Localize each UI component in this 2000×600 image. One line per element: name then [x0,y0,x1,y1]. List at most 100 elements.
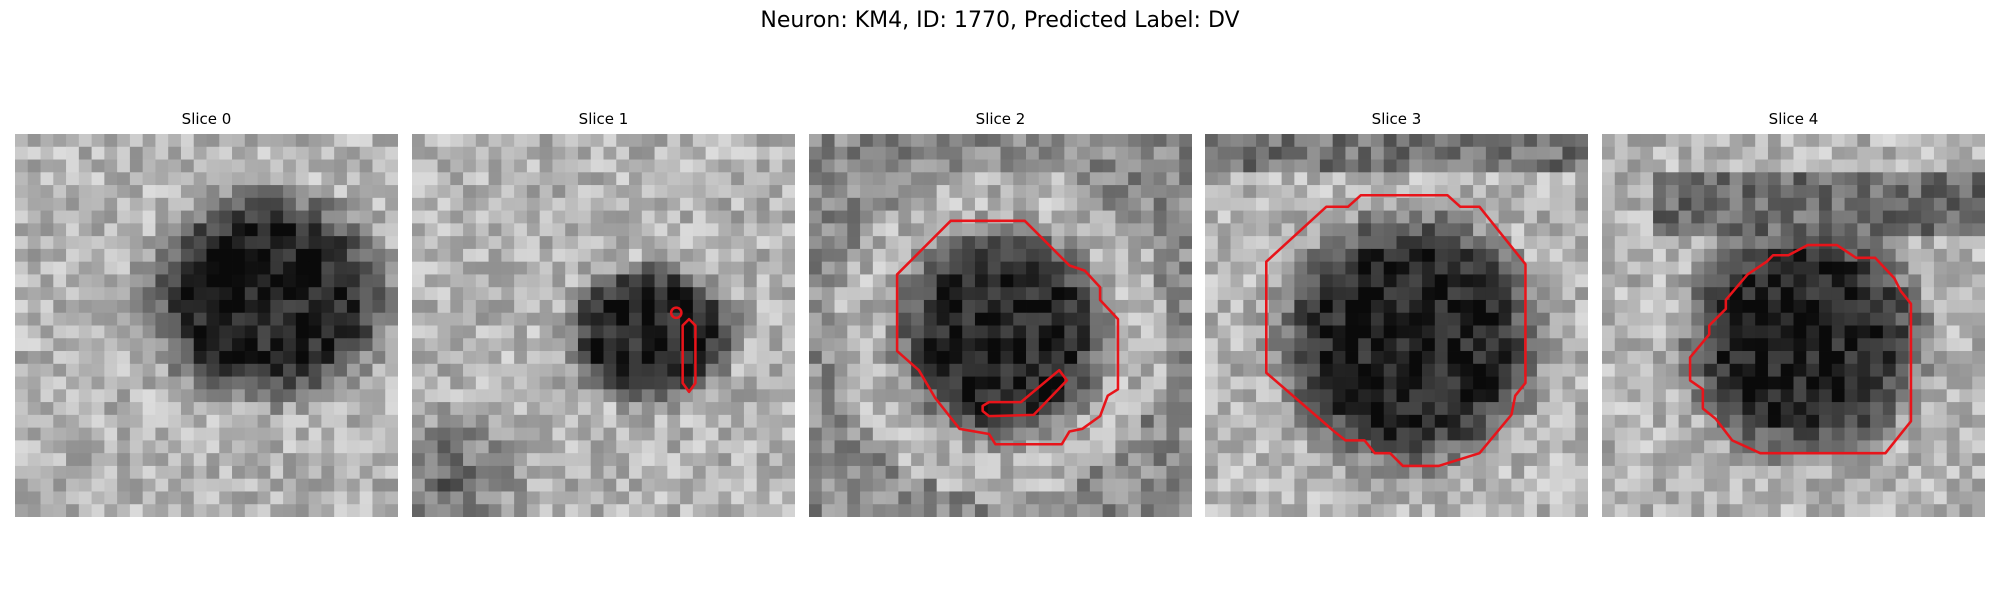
pixel [834,312,848,326]
pixel [1102,197,1116,211]
pixel [782,491,795,505]
pixel [168,389,182,403]
pixel [974,351,989,365]
pixel [1140,197,1155,211]
pixel [616,325,630,339]
pixel [1153,465,1167,480]
pixel [680,274,694,288]
pixel [1230,453,1244,467]
pixel [219,504,233,517]
pixel [885,248,899,263]
pixel [603,274,617,288]
pixel [142,236,156,250]
pixel [283,287,297,301]
pixel [1767,427,1782,441]
pixel [1345,465,1359,480]
pixel [654,338,668,352]
pixel [680,402,694,416]
pixel [539,338,553,352]
pixel [1793,159,1807,173]
pixel [680,287,694,301]
pixel [232,465,246,480]
pixel [1665,312,1679,326]
pixel [1562,453,1576,467]
pixel [885,172,899,186]
pixel [501,261,515,275]
pixel [743,197,758,211]
pixel [295,261,310,275]
pixel [168,236,182,250]
pixel [847,465,861,480]
pixel [1102,185,1116,199]
pixel [244,338,258,352]
pixel [1217,172,1231,186]
pixel [911,172,925,186]
pixel [295,134,310,148]
pixel [743,146,758,160]
pixel [1000,261,1014,275]
pixel [539,261,553,275]
pixel [936,172,950,186]
pixel [514,465,528,480]
pixel [1307,376,1321,390]
pixel [372,287,386,301]
pixel [1627,414,1641,429]
pixel [1524,453,1538,467]
contour [895,219,1120,446]
pixel [1742,185,1756,199]
pixel [1205,287,1219,301]
pixel [219,172,233,186]
pixel [1179,389,1192,403]
pixel [1128,389,1142,403]
pixel [1870,223,1884,237]
pixel [40,197,54,211]
pixel [232,248,246,263]
pixel [1319,274,1334,288]
pixel [1026,134,1040,148]
pixel [437,134,451,148]
pixel [654,376,668,390]
pixel [424,402,438,416]
pixel [821,465,835,480]
pixel [1691,159,1705,173]
pixel [552,338,566,352]
pixel [155,427,169,441]
pixel [53,236,67,250]
pixel [1332,414,1346,429]
pixel [603,261,617,275]
pixel [731,478,745,492]
pixel [78,312,92,326]
pixel [731,172,745,186]
pixel [974,299,989,314]
pixel [359,248,373,263]
pixel [718,159,732,173]
pixel [501,172,515,186]
pixel [1332,351,1346,365]
pixel [1562,465,1576,480]
pixel [1524,172,1538,186]
pixel [936,440,950,454]
pixel [1332,159,1346,173]
pixel [1140,210,1155,224]
pixel [911,134,925,148]
pixel [731,338,745,352]
pixel [1064,504,1078,517]
pixel [1485,274,1500,288]
pixel [1614,414,1628,429]
pixel [1422,172,1436,186]
pixel [168,504,182,517]
pixel [654,465,668,480]
pixel [1307,389,1321,403]
pixel [1921,146,1935,160]
pixel [1153,427,1167,441]
pixel [1806,504,1820,517]
pixel [756,338,770,352]
pixel [1485,376,1500,390]
pixel [1678,299,1692,314]
pixel [1678,172,1692,186]
pixel [987,351,1001,365]
pixel [603,351,617,365]
pixel [1627,312,1641,326]
pixel [385,325,398,339]
pixel [769,351,783,365]
